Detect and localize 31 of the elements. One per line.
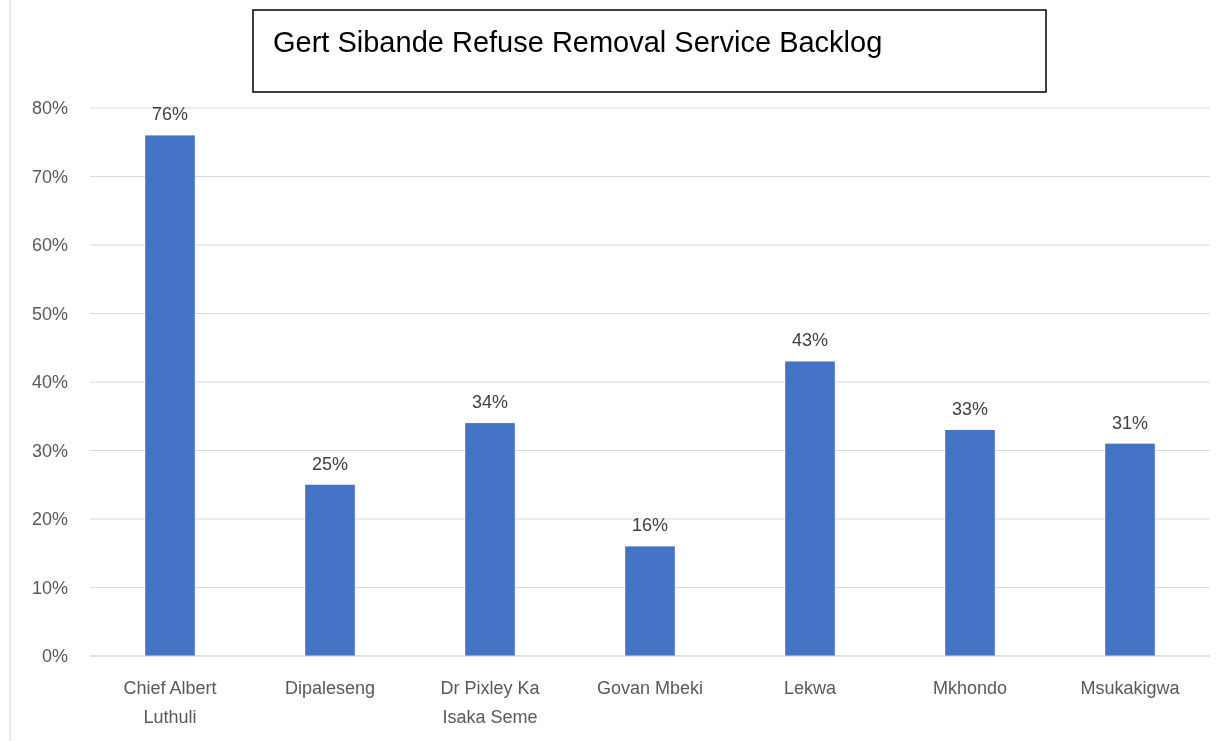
data-label: 25% — [311, 453, 349, 474]
bar — [305, 484, 355, 656]
x-tick-label: Dr Pixley Ka Isaka Seme — [440, 678, 541, 727]
y-tick-label: 10% — [31, 577, 68, 598]
y-tick-label: 70% — [31, 166, 68, 187]
x-tick-label: Msukakigwa — [1080, 678, 1181, 698]
data-label: 16% — [631, 515, 669, 536]
y-tick-label: 60% — [31, 235, 68, 256]
data-label: 43% — [791, 330, 829, 351]
x-tick-label: Dipaleseng — [284, 678, 376, 698]
data-label: 34% — [471, 392, 509, 413]
data-label: 76% — [151, 104, 189, 125]
bar — [785, 361, 835, 656]
data-label: 31% — [1111, 412, 1149, 433]
y-tick-label: 0% — [41, 646, 68, 667]
chart-title: Gert Sibande Refuse Removal Service Backlog — [273, 26, 883, 58]
bar — [1105, 443, 1155, 656]
y-tick-label: 50% — [31, 303, 68, 324]
y-tick-label: 40% — [31, 372, 68, 393]
y-tick-label: 30% — [31, 440, 68, 461]
bar — [465, 423, 515, 656]
x-tick-label: Lekwa — [783, 678, 837, 698]
data-label: 33% — [951, 398, 989, 419]
x-tick-label: Govan Mbeki — [596, 678, 704, 698]
y-tick-label: 80% — [31, 98, 68, 119]
bar — [945, 429, 995, 656]
y-tick-label: 20% — [31, 509, 68, 530]
bar — [625, 546, 675, 656]
bar — [145, 135, 195, 656]
x-tick-label: Mkhondo — [932, 678, 1008, 698]
x-tick-label: Chief Albert Luthuli — [123, 678, 217, 727]
